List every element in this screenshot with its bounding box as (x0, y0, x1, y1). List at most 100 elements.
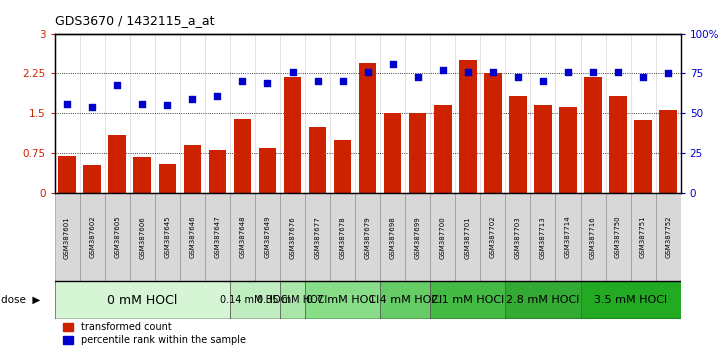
Bar (205, 193, 230, 281)
Bar (455, 193, 480, 281)
Point (462, 69, 474, 75)
Text: GSM387714: GSM387714 (565, 216, 571, 258)
Bar (234, 119, 251, 193)
Text: dose  ▶: dose ▶ (1, 295, 41, 305)
Point (637, 74, 649, 79)
Point (437, 67, 448, 73)
Point (487, 69, 499, 75)
Bar (130, 193, 155, 281)
Point (237, 79, 248, 84)
Point (662, 70, 674, 76)
Bar (459, 60, 477, 193)
Point (261, 80, 273, 86)
Bar (409, 113, 427, 193)
Text: GSM387679: GSM387679 (365, 216, 371, 258)
Bar (183, 145, 201, 193)
Point (312, 79, 323, 84)
Bar (484, 73, 502, 193)
Text: 0.7 mM HOCl: 0.7 mM HOCl (306, 295, 379, 305)
Bar (209, 150, 226, 193)
Bar (258, 148, 276, 193)
Bar (230, 193, 255, 281)
Point (362, 69, 373, 75)
Bar (585, 77, 602, 193)
Text: GSM387703: GSM387703 (515, 216, 521, 258)
Bar (84, 165, 101, 193)
Bar (656, 193, 681, 281)
Bar (555, 193, 580, 281)
Bar (580, 193, 606, 281)
Text: GSM387648: GSM387648 (240, 216, 245, 258)
Bar (55, 281, 230, 319)
Bar (559, 107, 577, 193)
Bar (606, 193, 630, 281)
Bar (359, 63, 376, 193)
Point (212, 93, 223, 98)
Bar (280, 281, 305, 319)
Bar (634, 120, 652, 193)
Bar (660, 110, 677, 193)
Text: 2.1 mM HOCl: 2.1 mM HOCl (431, 295, 505, 305)
Text: GSM387750: GSM387750 (615, 216, 621, 258)
Point (111, 82, 123, 87)
Text: GSM387716: GSM387716 (590, 216, 596, 258)
Text: GSM387606: GSM387606 (139, 216, 146, 258)
Text: GSM387699: GSM387699 (415, 216, 421, 258)
Text: 3.5 mM HOCl: 3.5 mM HOCl (594, 295, 667, 305)
Bar (531, 193, 555, 281)
Bar (505, 281, 580, 319)
Bar (309, 127, 326, 193)
Point (612, 69, 624, 75)
Bar (255, 193, 280, 281)
Bar (580, 281, 681, 319)
Bar (305, 281, 380, 319)
Bar (609, 96, 627, 193)
Point (162, 103, 173, 108)
Bar (430, 281, 505, 319)
Bar (534, 105, 552, 193)
Bar (480, 193, 505, 281)
Text: GSM387702: GSM387702 (490, 216, 496, 258)
Point (412, 74, 424, 79)
Text: GSM387713: GSM387713 (540, 216, 546, 258)
Bar (380, 281, 430, 319)
Bar (280, 193, 305, 281)
Point (387, 61, 398, 67)
Bar (505, 193, 531, 281)
Text: GSM387602: GSM387602 (89, 216, 95, 258)
Legend: transformed count, percentile rank within the sample: transformed count, percentile rank withi… (60, 319, 250, 349)
Text: GSM387752: GSM387752 (665, 216, 671, 258)
Text: GSM387698: GSM387698 (389, 216, 396, 258)
Text: GSM387677: GSM387677 (314, 216, 320, 258)
Point (287, 69, 298, 75)
Bar (159, 164, 176, 193)
Point (186, 96, 198, 102)
Bar (330, 193, 355, 281)
Bar (630, 193, 656, 281)
Text: 0.14 mM HOCl: 0.14 mM HOCl (220, 295, 290, 305)
Text: GSM387649: GSM387649 (264, 216, 271, 258)
Point (587, 69, 599, 75)
Text: 0.35 mM HOCl: 0.35 mM HOCl (258, 295, 328, 305)
Text: GSM387645: GSM387645 (165, 216, 170, 258)
Text: GSM387647: GSM387647 (214, 216, 221, 258)
Bar (230, 281, 280, 319)
Text: 0 mM HOCl: 0 mM HOCl (107, 293, 178, 307)
Bar (79, 193, 105, 281)
Text: GSM387601: GSM387601 (64, 216, 70, 258)
Text: GSM387676: GSM387676 (290, 216, 296, 258)
Text: GSM387605: GSM387605 (114, 216, 120, 258)
Text: GDS3670 / 1432115_a_at: GDS3670 / 1432115_a_at (55, 13, 214, 27)
Text: GSM387678: GSM387678 (339, 216, 346, 258)
Bar (334, 140, 352, 193)
Bar (305, 193, 330, 281)
Text: GSM387646: GSM387646 (189, 216, 195, 258)
Bar (380, 193, 405, 281)
Bar (180, 193, 205, 281)
Bar (434, 105, 451, 193)
Text: GSM387751: GSM387751 (640, 216, 646, 258)
Bar (108, 135, 126, 193)
Point (61, 101, 73, 107)
Bar (284, 77, 301, 193)
Point (562, 69, 574, 75)
